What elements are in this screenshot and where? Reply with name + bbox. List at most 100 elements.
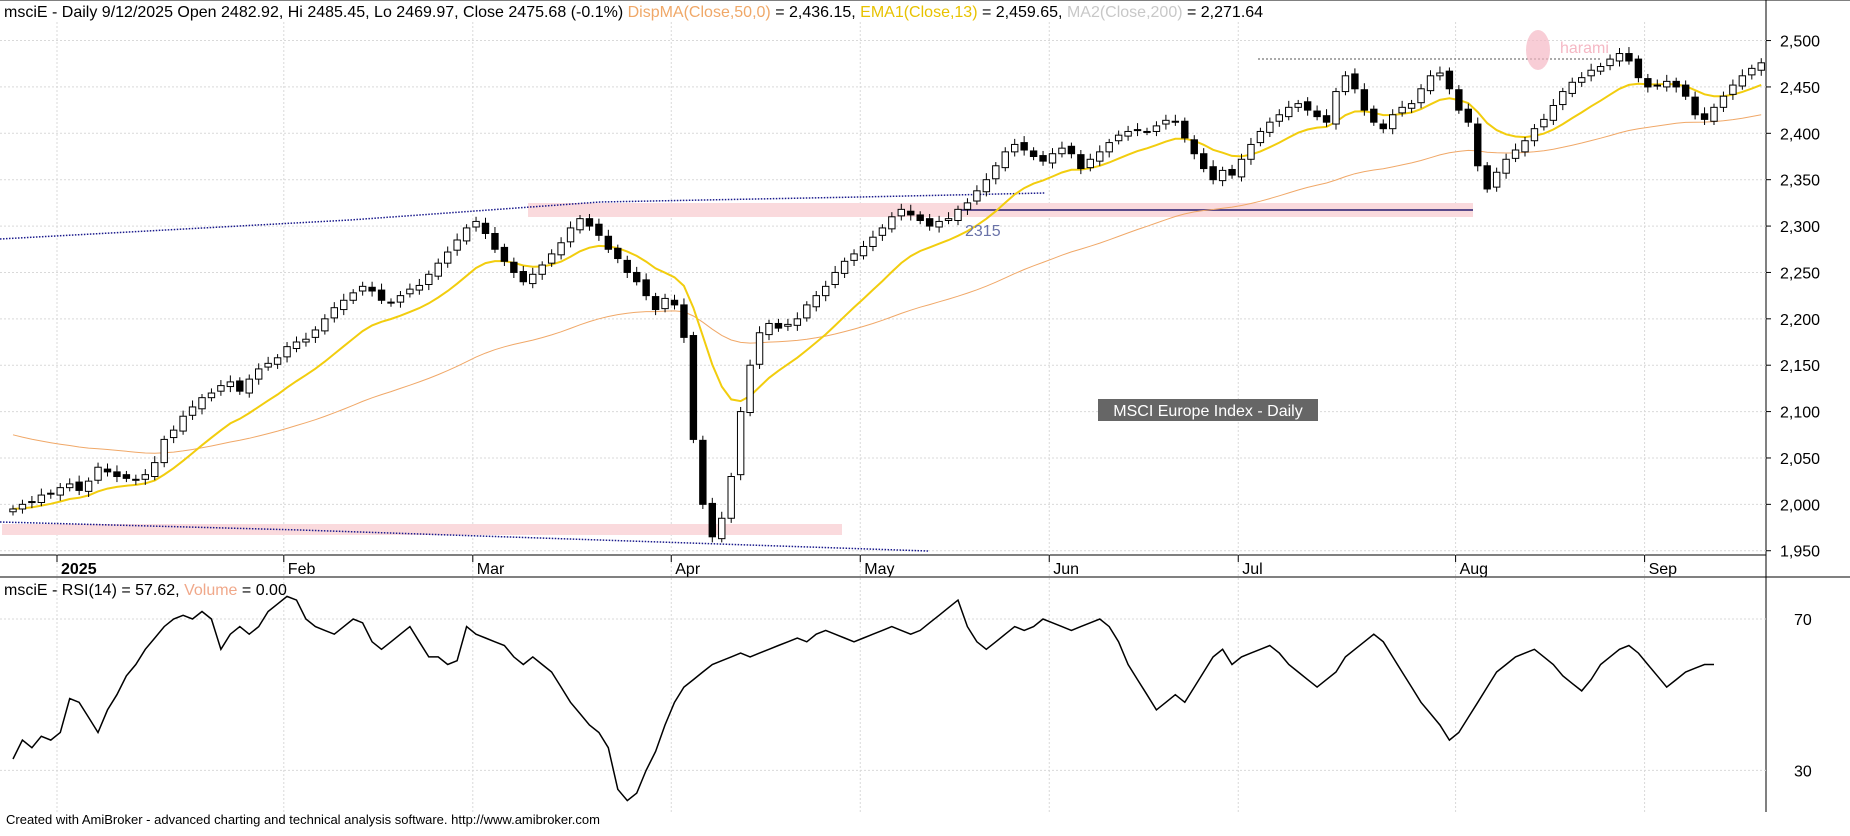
candle — [179, 410, 187, 435]
candle-body-up — [1587, 69, 1595, 77]
candle-body-up — [1285, 106, 1293, 118]
candle — [1464, 103, 1472, 127]
candle — [793, 312, 802, 331]
candle — [1700, 107, 1709, 125]
candle — [141, 469, 150, 485]
candle-body-up — [1559, 91, 1567, 106]
candle — [330, 302, 339, 323]
candle-body-down — [1209, 166, 1217, 181]
candle-body-up — [226, 381, 235, 388]
candle-body-up — [207, 392, 216, 399]
candle — [1663, 74, 1671, 92]
candle — [774, 318, 783, 332]
candle-body-down — [1181, 120, 1189, 139]
candle — [56, 483, 64, 501]
candle — [1313, 105, 1321, 121]
candle-body-up — [434, 262, 442, 277]
candle-body-up — [755, 332, 764, 365]
candle-body-up — [415, 284, 424, 291]
candle-body-down — [623, 259, 631, 273]
candle-body-down — [1672, 80, 1680, 88]
candle-body-down — [670, 299, 679, 306]
candle — [1710, 103, 1718, 125]
candle-body-up — [963, 202, 972, 210]
candle — [529, 267, 537, 289]
candle — [1615, 47, 1624, 67]
candle — [727, 472, 735, 523]
month-label: 2025 — [61, 561, 97, 578]
candle-body-up — [1389, 114, 1397, 130]
candle-body-up — [1086, 158, 1094, 169]
month-label: Mar — [477, 561, 505, 578]
candle — [273, 354, 282, 369]
candle — [1492, 167, 1501, 192]
candle — [264, 356, 272, 371]
candle — [1162, 114, 1170, 130]
price-legend: msciE - Daily 9/12/2025 Open 2482.92, Hi… — [4, 4, 1263, 21]
candle-body-up — [1729, 84, 1737, 95]
candle — [510, 257, 518, 279]
candle-body-up — [1114, 134, 1123, 142]
candle — [1757, 58, 1765, 76]
candle — [869, 230, 877, 252]
candle — [992, 162, 1000, 185]
candle-body-down — [1379, 123, 1387, 130]
candle-body-up — [736, 411, 745, 476]
candle-body-down — [519, 271, 527, 283]
candle — [1020, 136, 1028, 156]
candle-body-down — [1445, 70, 1454, 90]
candle — [907, 204, 915, 221]
candle-body-down — [585, 218, 594, 227]
candle-body-down — [708, 502, 716, 538]
candle — [28, 495, 36, 509]
candle — [1011, 138, 1019, 157]
candle — [1285, 100, 1293, 121]
candle — [576, 214, 584, 234]
candle-body-down — [1634, 58, 1643, 79]
month-label: Feb — [288, 561, 316, 578]
candle — [302, 332, 310, 347]
price-tick-label: 2,350 — [1780, 173, 1820, 190]
candle — [1483, 162, 1491, 193]
candle — [1748, 64, 1756, 80]
candle-body-up — [1568, 81, 1576, 94]
candle — [1407, 99, 1416, 113]
candle-body-up — [141, 474, 150, 480]
candle-body-up — [198, 397, 206, 410]
candle — [689, 331, 698, 444]
candle-body-down — [1360, 89, 1369, 111]
candle-body-down — [1313, 110, 1321, 118]
candle-body-up — [1511, 149, 1520, 159]
support-zone — [2, 524, 842, 535]
candle-body-up — [84, 480, 93, 492]
candle-body-down — [500, 246, 509, 262]
candle — [1521, 137, 1529, 157]
candle-body-down — [236, 380, 244, 392]
candle — [491, 226, 499, 253]
candle — [1237, 153, 1246, 182]
harami-label: harami — [1560, 40, 1609, 57]
candle-body-up — [992, 165, 1000, 180]
candle-body-down — [1455, 89, 1463, 111]
candle-body-up — [321, 318, 329, 332]
candle-body-down — [510, 261, 518, 273]
candle — [1653, 79, 1661, 90]
candle — [1067, 142, 1076, 159]
candle — [822, 280, 830, 302]
candle-body-up — [1653, 84, 1661, 87]
candle-body-up — [718, 517, 726, 540]
candle — [47, 489, 55, 499]
candle-body-down — [1190, 139, 1198, 155]
level-label: 2315 — [965, 223, 1001, 240]
candle — [113, 465, 121, 483]
candle — [444, 246, 452, 268]
candle-body-up — [292, 341, 301, 350]
candle-body-down — [1039, 155, 1047, 162]
month-label: Apr — [675, 561, 701, 578]
candle — [1596, 62, 1605, 75]
candle-body-down — [1067, 145, 1076, 155]
candle — [18, 499, 27, 514]
candle-body-up — [1011, 143, 1019, 153]
rsi-axis: 30 70 — [1794, 612, 1812, 780]
